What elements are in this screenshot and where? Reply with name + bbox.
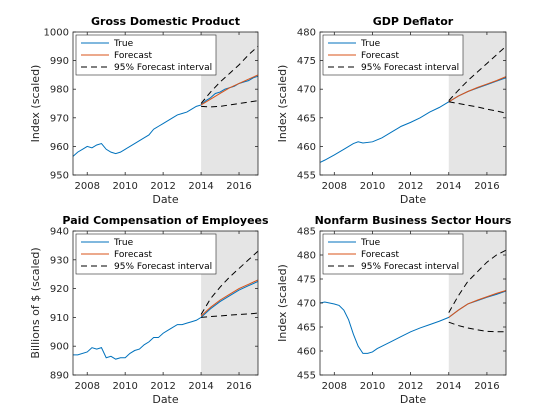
y-tick-label: 910 [50, 313, 69, 324]
x-tick-label: 2016 [474, 381, 499, 392]
series-line-1 [72, 75, 259, 157]
y-tick-label: 1000 [44, 28, 69, 39]
series-line-2 [448, 76, 507, 103]
y-tick-label: 470 [297, 85, 316, 96]
x-tick-label: 2010 [112, 381, 137, 392]
y-tick-label: 980 [50, 85, 69, 96]
y-tick-label: 475 [297, 56, 316, 67]
y-tick-label: 930 [50, 255, 69, 266]
legend-entry-1: True [113, 39, 134, 49]
y-tick-label: 475 [297, 275, 316, 286]
legend-entry-3: 95% Forecast interval [361, 63, 459, 73]
chart-panel-2: 2008 2010 2012 2014 2016 455 460 465 470 475 480 GD… [276, 15, 507, 206]
legend-entry-2: Forecast [114, 51, 153, 61]
x-tick-label: 2008 [322, 381, 347, 392]
series-line-1 [73, 280, 259, 360]
series-line-3 [200, 250, 259, 315]
series-line-3 [200, 45, 259, 104]
x-tick-label: 2014 [188, 381, 213, 392]
legend: True Forecast 95% Forecast interval [322, 34, 464, 76]
y-tick-label: 465 [297, 113, 316, 124]
chart-title: GDP Deflator [373, 15, 454, 28]
x-tick-label: 2012 [150, 381, 175, 392]
y-tick-label: 900 [50, 342, 69, 353]
series-line-3 [448, 45, 507, 101]
x-tick-label: 2008 [75, 381, 100, 392]
y-tick-label: 970 [50, 113, 69, 124]
x-tick-label: 2012 [150, 181, 175, 192]
chart-panel-3: 2008 2010 2012 2014 2016 890 900 910 920 930 940Pa… [29, 214, 269, 406]
legend: True Forecast 95% Forecast interval [322, 233, 464, 275]
legend-entry-3: 95% Forecast interval [114, 262, 212, 272]
y-tick-label: 455 [297, 371, 316, 382]
x-tick-label: 2010 [360, 381, 385, 392]
x-tick-label: 2014 [188, 181, 213, 192]
y-tick-label: 920 [50, 284, 69, 295]
legend-entry-2: Forecast [361, 250, 400, 260]
y-tick-label: 485 [297, 227, 316, 238]
legend-entry-2: Forecast [114, 250, 153, 260]
series-line-2 [448, 290, 507, 318]
y-tick-label: 960 [50, 142, 69, 153]
legend-entry-3: 95% Forecast interval [114, 63, 212, 73]
legend-entry-1: True [360, 238, 381, 248]
chart-title: Paid Compensation of Employees [62, 214, 269, 227]
y-tick-label: 480 [297, 251, 316, 262]
y-tick-label: 455 [297, 171, 316, 182]
legend: True Forecast 95% Forecast interval [75, 233, 217, 275]
legend: True Forecast 95% Forecast interval [75, 34, 217, 76]
y-tick-label: 460 [297, 347, 316, 358]
y-tick-label: 990 [50, 56, 69, 67]
y-tick-label: 480 [297, 28, 316, 39]
y-tick-label: 460 [297, 142, 316, 153]
axes-box [72, 31, 259, 176]
legend-entry-2: Forecast [361, 51, 400, 61]
y-tick-label: 950 [50, 171, 69, 182]
y-tick-label: 470 [297, 299, 316, 310]
x-axis-label: Date [400, 393, 427, 406]
legend-entry-3: 95% Forecast interval [361, 262, 459, 272]
x-tick-label: 2016 [474, 181, 499, 192]
chart-panel-1: 2008 2010 2012 2014 2016 950 960 970 980 990 1000 G… [29, 15, 259, 206]
y-tick-label: 940 [50, 227, 69, 238]
series-line-4 [448, 321, 506, 333]
y-tick-label: 465 [297, 323, 316, 334]
axes-box [72, 230, 259, 376]
y-tick-label: 890 [50, 371, 69, 382]
legend-entry-1: True [360, 39, 381, 49]
y-axis-label: Index (scaled) [276, 264, 289, 342]
x-tick-label: 2012 [398, 181, 423, 192]
x-axis-label: Date [152, 393, 179, 406]
x-tick-label: 2014 [436, 181, 461, 192]
legend-entry-1: True [113, 238, 134, 248]
x-tick-label: 2014 [436, 381, 461, 392]
y-axis-label: Index (scaled) [276, 65, 289, 143]
series-line-3 [448, 249, 507, 313]
x-tick-label: 2010 [112, 181, 137, 192]
chart-panel-4: 2008 2010 2012 2014 2016 455 460 465 470 475 480 48… [276, 214, 512, 406]
x-tick-label: 2016 [226, 381, 251, 392]
y-axis-label: Index (scaled) [29, 65, 42, 143]
x-tick-label: 2012 [398, 381, 423, 392]
x-tick-label: 2016 [226, 181, 251, 192]
x-axis-label: Date [400, 193, 427, 206]
chart-title: Gross Domestic Product [91, 15, 240, 28]
series-line-2 [200, 279, 259, 317]
chart-title: Nonfarm Business Sector Hours [315, 214, 512, 227]
x-tick-label: 2008 [322, 181, 347, 192]
x-tick-label: 2008 [75, 181, 100, 192]
series-line-2 [200, 74, 259, 106]
axes-box [319, 31, 507, 176]
x-axis-label: Date [152, 193, 179, 206]
x-tick-label: 2010 [360, 181, 385, 192]
y-axis-label: Billions of $ (scaled) [29, 247, 42, 358]
